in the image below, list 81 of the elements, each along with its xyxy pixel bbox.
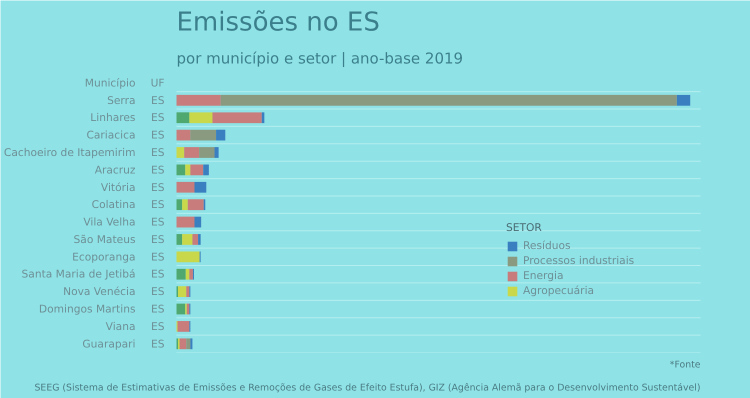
bar <box>194 216 202 228</box>
legend-title: SETOR <box>506 221 543 234</box>
chart-title: Emissões no ES <box>176 8 380 38</box>
bar <box>186 338 190 350</box>
y2-tick-label: ES <box>151 128 165 142</box>
bar <box>198 234 201 245</box>
bar <box>199 147 215 158</box>
y2-tick-label: ES <box>151 163 165 176</box>
y-tick-label: Nova Venécia <box>63 285 136 298</box>
y-tick-label: Aracruz <box>94 163 136 176</box>
legend-label: Resíduos <box>523 239 571 252</box>
y-axis-title: Município <box>84 76 136 90</box>
bar <box>186 286 190 298</box>
bar <box>178 321 190 332</box>
bar <box>194 182 206 193</box>
bar <box>176 251 200 262</box>
legend-label: Energia <box>523 269 564 282</box>
y-tick-label: Colatina <box>92 198 136 212</box>
text: SEEG (Sistema de Estimativas de Emissões e Remoções de Gases de Efeito Estufa), GIZ (Agência Alemã para o Desenvolvimento Sustentável) <box>34 382 701 394</box>
y2-tick-label: ES <box>151 111 165 124</box>
y2-axis-title: UF <box>150 76 165 90</box>
y-tick-label: Vila Velha <box>83 216 136 229</box>
bar <box>182 234 192 245</box>
y2-tick-label: ES <box>151 337 165 350</box>
y-tick-label: Santa Maria de Jetibá <box>22 268 136 281</box>
bar <box>176 130 190 140</box>
y2-tick-label: ES <box>151 232 165 246</box>
y-tick-label: Ecoporanga <box>72 250 136 264</box>
y2-tick-label: ES <box>151 146 165 159</box>
y-tick-label: Viana <box>106 320 136 333</box>
bar <box>178 286 186 298</box>
y-tick-label: Vitória <box>100 180 136 194</box>
bar <box>220 94 677 106</box>
y-tick-label: Cachoeiro de Itapemirim <box>4 146 136 159</box>
bar <box>262 112 264 124</box>
bar <box>189 268 193 280</box>
bar <box>184 147 200 158</box>
bar <box>192 234 198 245</box>
bar <box>214 147 219 158</box>
bar <box>203 164 209 176</box>
y-tick-label: Domingos Martins <box>38 302 136 316</box>
bar <box>190 164 204 176</box>
bar <box>176 182 194 193</box>
y2-tick-label: ES <box>151 320 165 333</box>
bar <box>216 130 226 140</box>
chart-subtitle: por município e setor | ano-base 2019 <box>176 50 464 68</box>
bar <box>188 199 204 210</box>
bar <box>176 199 182 210</box>
bar <box>176 112 190 124</box>
y-tick-label: Linhares <box>90 111 136 124</box>
y2-tick-label: ES <box>151 250 165 264</box>
text: *Fonte <box>670 360 701 370</box>
bar <box>186 304 190 314</box>
bar <box>176 164 186 176</box>
y2-tick-label: ES <box>151 180 165 194</box>
bar <box>176 268 186 280</box>
legend-label: Agropecuária <box>523 284 594 297</box>
y2-tick-label: ES <box>151 302 165 316</box>
y2-tick-label: ES <box>151 268 165 281</box>
bar <box>176 216 194 228</box>
bar <box>190 130 216 140</box>
bar <box>185 164 190 176</box>
y-tick-label: São Mateus <box>74 232 136 246</box>
bar <box>212 112 262 124</box>
bar <box>176 94 221 106</box>
y-tick-label: Serra <box>107 94 136 107</box>
bar <box>182 199 188 210</box>
bar <box>189 112 212 124</box>
bar <box>176 147 184 158</box>
y2-tick-label: ES <box>151 94 165 107</box>
bar <box>176 234 182 245</box>
y-tick-label: Guarapari <box>82 337 136 350</box>
bar <box>180 338 186 350</box>
y2-tick-label: ES <box>151 285 165 298</box>
bar <box>176 304 186 314</box>
legend-label: Processos industriais <box>523 254 634 267</box>
y2-tick-label: ES <box>151 198 165 212</box>
y2-tick-label: ES <box>151 216 165 229</box>
bar <box>676 94 690 106</box>
y-tick-label: Cariacica <box>86 128 136 142</box>
bar <box>186 268 190 280</box>
